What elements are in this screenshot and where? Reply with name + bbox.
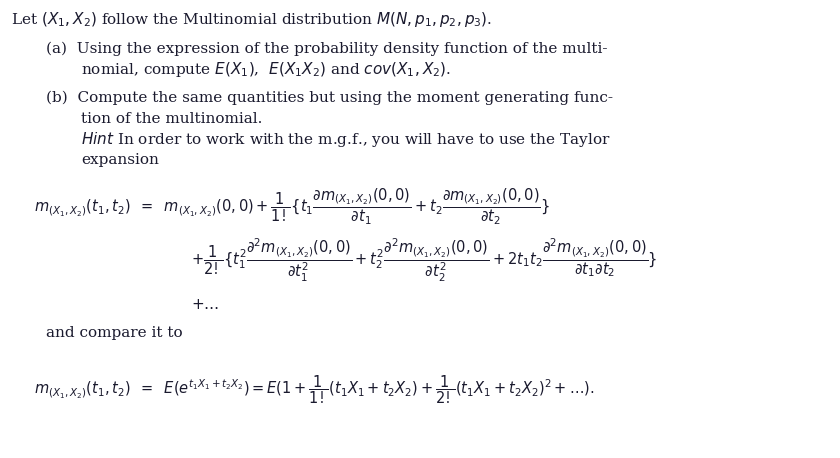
Text: expansion: expansion — [81, 153, 160, 167]
Text: (b)  Compute the same quantities but using the moment generating func-: (b) Compute the same quantities but usin… — [46, 91, 613, 105]
Text: and compare it to: and compare it to — [46, 327, 183, 340]
Text: $+\dfrac{1}{2!}\{t_1^2\dfrac{\partial^2 m_{(X_1,X_2)}(0,0)}{\partial t_1^2}+t_2^: $+\dfrac{1}{2!}\{t_1^2\dfrac{\partial^2 … — [191, 236, 657, 284]
Text: nomial, compute $E(X_1)$,  $E(X_1X_2)$ and $\mathit{cov}(X_1, X_2)$.: nomial, compute $E(X_1)$, $E(X_1X_2)$ an… — [81, 60, 452, 79]
Text: $m_{(X_1,X_2)}(t_1,t_2)\;\;=\;\;m_{(X_1,X_2)}(0,0)+\dfrac{1}{1!}\{t_1\dfrac{\par: $m_{(X_1,X_2)}(t_1,t_2)\;\;=\;\;m_{(X_1,… — [34, 187, 550, 227]
Text: $\mathit{Hint}$ In order to work with the m.g.f., you will have to use the Taylo: $\mathit{Hint}$ In order to work with th… — [81, 130, 612, 149]
Text: (a)  Using the expression of the probability density function of the multi-: (a) Using the expression of the probabil… — [46, 42, 607, 56]
Text: $m_{(X_1,X_2)}(t_1,t_2)\;\;=\;\;E(e^{t_1X_1+t_2X_2})=E(1+\dfrac{1}{1!}(t_1X_1+t_: $m_{(X_1,X_2)}(t_1,t_2)\;\;=\;\;E(e^{t_1… — [34, 374, 594, 407]
Text: tion of the multinomial.: tion of the multinomial. — [81, 112, 263, 125]
Text: Let $(X_1, X_2)$ follow the Multinomial distribution $M(N, p_1, p_2, p_3)$.: Let $(X_1, X_2)$ follow the Multinomial … — [11, 10, 492, 29]
Text: $+\ldots$: $+\ldots$ — [191, 298, 219, 311]
